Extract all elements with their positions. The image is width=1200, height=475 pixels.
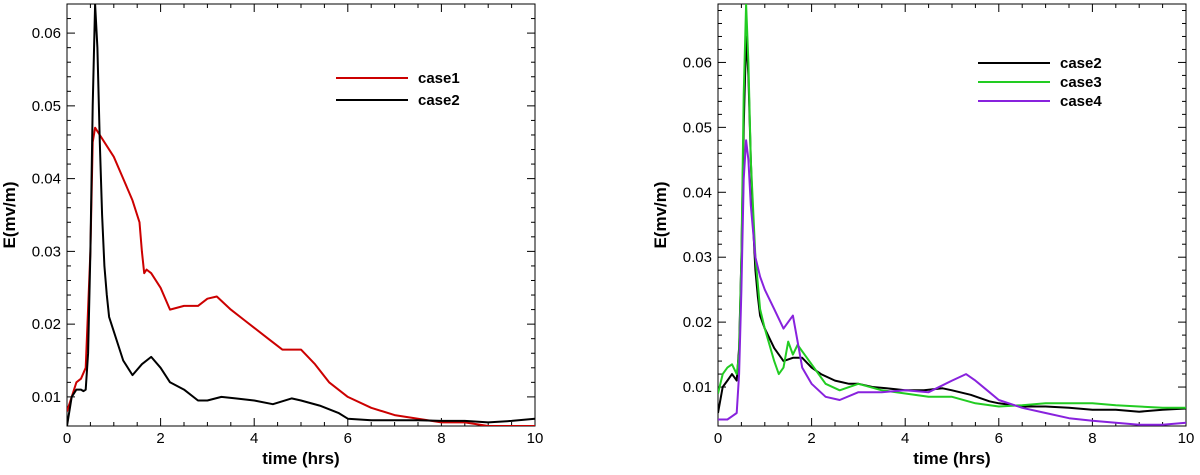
x-tick-label: 8 [437,430,445,447]
y-tick-label: 0.03 [683,249,712,266]
legend: case2 case3 case4 [978,55,1102,110]
x-tick-label: 8 [1088,430,1096,447]
y-tick-label: 0.02 [32,316,61,333]
y-tick-label: 0.03 [32,243,61,260]
y-axis-title: E(mv/m) [651,181,670,248]
legend-label-case4: case4 [1060,93,1102,110]
x-tick-label: 2 [807,430,815,447]
x-tick-label: 0 [714,430,722,447]
y-tick-label: 0.05 [32,98,61,115]
y-tick-label: 0.02 [683,314,712,331]
x-tick-label: 6 [995,430,1003,447]
legend-label-case2: case2 [1060,55,1102,72]
series-line-case2 [718,35,1186,414]
plot-frame [717,3,1187,427]
y-tick-label: 0.06 [683,54,712,71]
x-tick-label: 2 [156,430,164,447]
y-tick-label: 0.05 [683,119,712,136]
x-tick-label: 10 [527,430,544,447]
x-tick-label: 6 [344,430,352,447]
y-tick-label: 0.01 [683,379,712,396]
legend-label-case2: case2 [418,92,460,109]
x-tick-label: 4 [250,430,258,447]
x-axis-title: time (hrs) [913,449,990,468]
chart-2: 0 2 4 6 8 10 0.01 0.02 0.03 0.04 0.05 0.06 time (hrs… [651,3,1195,468]
x-tick-label: 10 [1178,430,1195,447]
series-line-case1 [67,126,535,426]
series-line-case2 [67,4,535,426]
y-tick-label: 0.01 [32,389,61,406]
y-tick-label: 0.06 [32,25,61,42]
legend: case1 case2 [336,70,460,109]
series-line-case4 [718,139,1186,426]
x-axis-title: time (hrs) [262,449,339,468]
series-line-case3 [718,4,1186,409]
legend-label-case3: case3 [1060,74,1102,91]
y-tick-label: 0.04 [32,171,61,188]
chart-1: 0 2 4 6 8 10 0.01 0.02 0.03 0.04 0.05 0.06 time (hrs… [0,3,544,468]
y-axis-title: E(mv/m) [0,181,19,248]
x-tick-label: 0 [63,430,71,447]
legend-label-case1: case1 [418,70,460,87]
x-tick-label: 4 [901,430,909,447]
y-tick-label: 0.04 [683,184,712,201]
